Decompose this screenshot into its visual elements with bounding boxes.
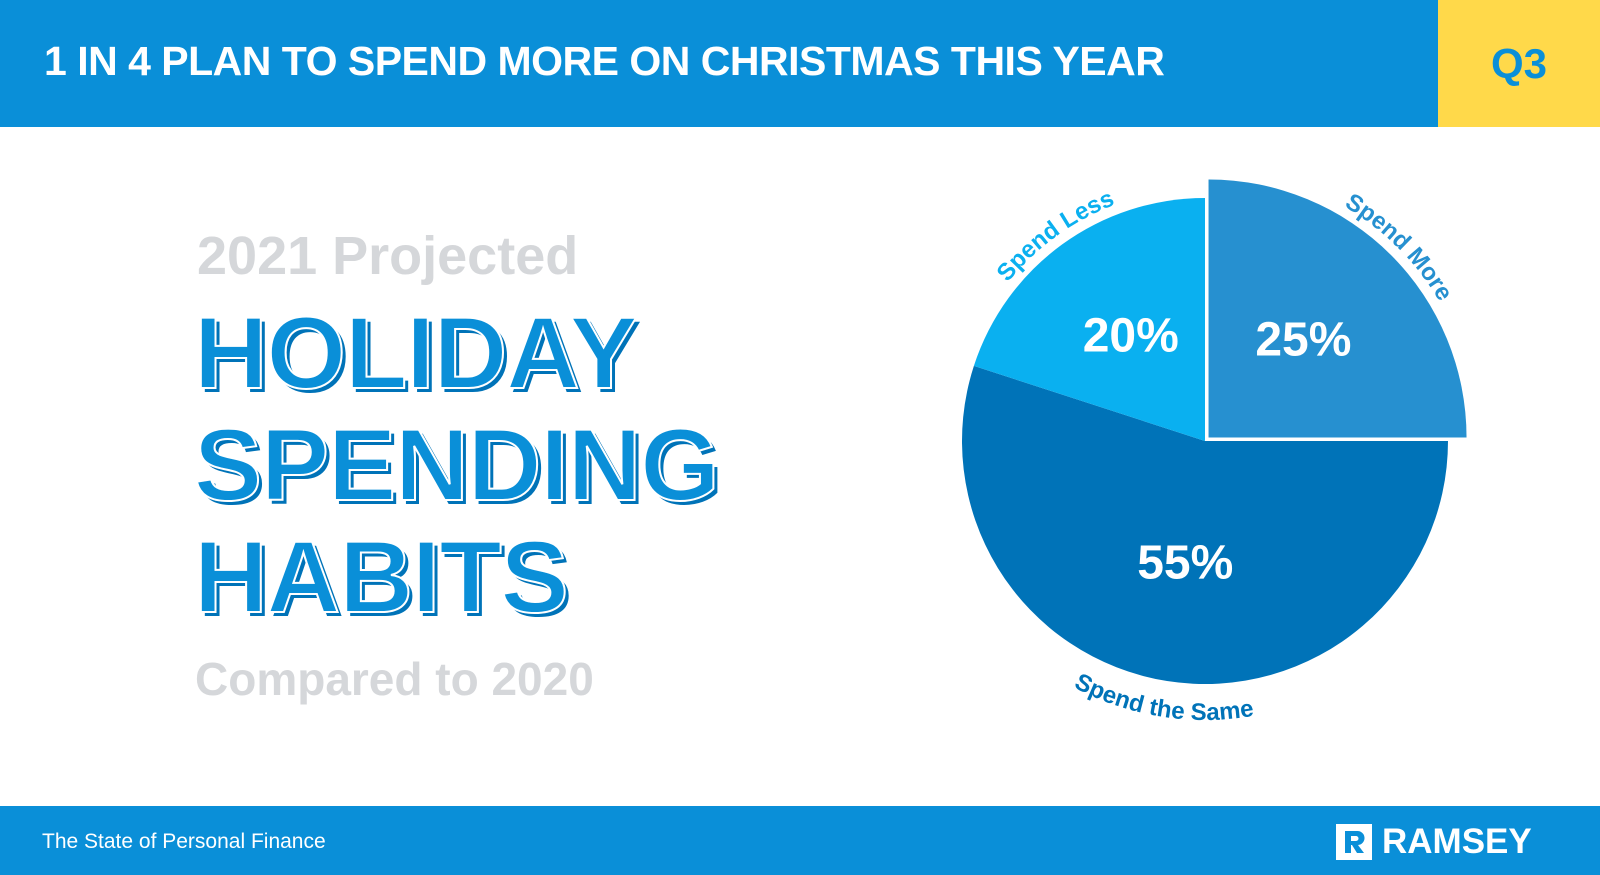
- kicker: 2021 Projected: [197, 226, 579, 286]
- note: Compared to 2020: [195, 653, 594, 705]
- headline-line: SPENDING: [193, 408, 721, 522]
- pie-slice: [961, 365, 1448, 684]
- footer-source: The State of Personal Finance: [42, 830, 326, 853]
- pie-slice: [1208, 179, 1467, 438]
- headline-line: HOLIDAY: [193, 296, 639, 410]
- header-title: 1 IN 4 PLAN TO SPEND MORE ON CHRISTMAS T…: [44, 38, 1165, 84]
- value-label: 20%: [1083, 309, 1179, 362]
- badge: Q3: [1490, 40, 1548, 87]
- logo-glyph: [1345, 830, 1365, 853]
- value-label: 25%: [1255, 313, 1351, 366]
- headline-line: HABITS: [193, 520, 570, 634]
- footer-brand: RAMSEY: [1382, 822, 1532, 861]
- badge-box: [1438, 0, 1600, 127]
- header-bar: [0, 0, 1600, 127]
- footer-bar: [0, 806, 1600, 875]
- logo-icon: [1336, 824, 1372, 860]
- pie-slice: [973, 198, 1205, 441]
- value-label: 55%: [1137, 536, 1233, 589]
